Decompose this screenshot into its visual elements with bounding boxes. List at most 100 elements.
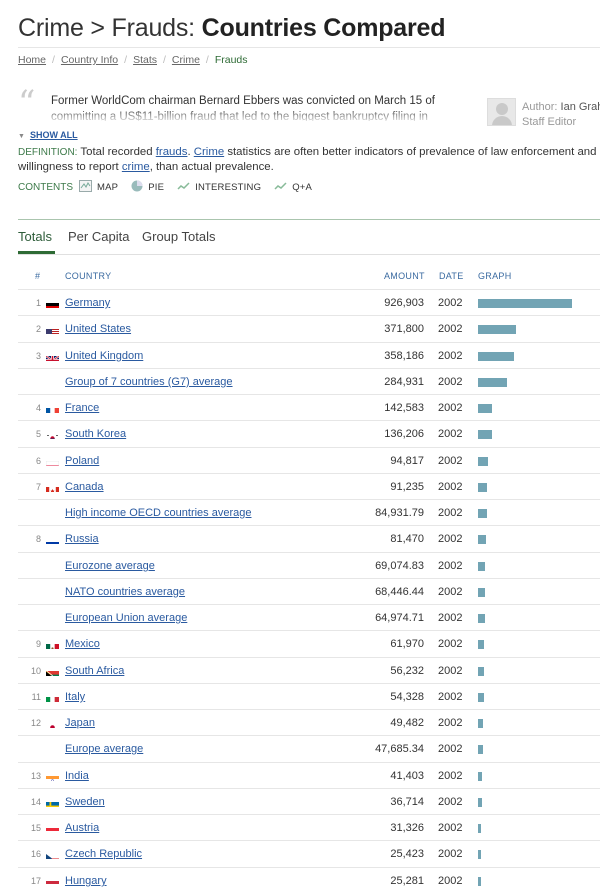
row-amount: 142,583 <box>384 402 424 414</box>
contents-nav: CONTENTS MAP PIE INTERESTING Q+A <box>18 180 325 195</box>
row-rank: 5 <box>35 429 41 439</box>
breadcrumb: Home / Country Info / Stats / Crime / Frauds <box>18 54 248 66</box>
frauds-link[interactable]: frauds <box>155 146 188 158</box>
row-graph-bar <box>478 745 483 754</box>
row-amount: 371,800 <box>384 323 424 335</box>
trend-icon <box>177 181 190 194</box>
row-graph-bar <box>478 404 492 413</box>
table-row: 11 Italy 54,328 2002 <box>18 683 600 709</box>
country-link[interactable]: Russia <box>65 533 99 545</box>
country-link[interactable]: Germany <box>65 297 111 309</box>
country-link[interactable]: Europe average <box>65 743 144 755</box>
crime-link[interactable]: Crime <box>193 146 225 158</box>
country-link[interactable]: Poland <box>65 455 100 467</box>
quote-fade <box>51 109 451 123</box>
country-link[interactable]: Canada <box>65 481 104 493</box>
breadcrumb-crime[interactable]: Crime <box>171 54 200 66</box>
column-header-amount[interactable]: AMOUNT <box>384 271 425 281</box>
quote-mark-icon: “ <box>18 83 36 123</box>
country-link[interactable]: India <box>65 770 89 782</box>
row-amount: 25,423 <box>390 848 424 860</box>
country-link[interactable]: European Union average <box>65 612 188 624</box>
breadcrumb-home[interactable]: Home <box>18 54 47 66</box>
row-rank: 7 <box>35 482 41 492</box>
table-row: 17 Hungary 25,281 2002 <box>18 867 600 893</box>
row-graph-bar <box>478 483 487 492</box>
country-link[interactable]: High income OECD countries average <box>65 507 252 519</box>
row-graph-bar <box>478 850 481 859</box>
country-link[interactable]: Austria <box>65 822 100 834</box>
tabs-top-divider <box>18 219 600 220</box>
country-link[interactable]: Italy <box>65 691 86 703</box>
tab-group-totals[interactable]: Group Totals <box>142 229 216 244</box>
country-link[interactable]: United Kingdom <box>65 350 144 362</box>
country-link[interactable]: South Africa <box>65 665 125 677</box>
table-row: 7 Canada 91,235 2002 <box>18 473 600 499</box>
row-amount: 69,074.83 <box>375 560 424 572</box>
country-link[interactable]: Czech Republic <box>65 848 143 860</box>
table-row: 13 India 41,403 2002 <box>18 762 600 788</box>
row-amount: 54,328 <box>390 691 424 703</box>
row-graph-bar <box>478 325 516 334</box>
crime-link-2[interactable]: crime <box>121 161 150 173</box>
contents-pie-link[interactable]: PIE <box>131 180 164 195</box>
country-link[interactable]: United States <box>65 323 132 335</box>
definition-label: DEFINITION: <box>18 147 78 158</box>
table-row: 14 Sweden 36,714 2002 <box>18 788 600 814</box>
definition-text: . <box>187 146 194 158</box>
qa-icon <box>274 181 287 194</box>
flag-india-icon <box>46 772 59 781</box>
row-graph-bar <box>478 457 488 466</box>
table-row: 1 Germany 926,903 2002 <box>18 289 600 315</box>
country-link[interactable]: France <box>65 402 100 414</box>
breadcrumb-separator: / <box>124 54 128 66</box>
country-link[interactable]: Japan <box>65 717 95 729</box>
flag-germany-icon <box>46 299 59 308</box>
definition-text: , than actual prevalence. <box>149 161 274 173</box>
row-rank: 6 <box>35 456 41 466</box>
country-link[interactable]: Eurozone average <box>65 560 155 572</box>
flag-hungary-icon <box>46 877 59 886</box>
author-name[interactable]: Ian Grah <box>560 101 600 113</box>
column-header-rank[interactable]: # <box>35 271 41 281</box>
title-divider <box>18 47 600 48</box>
row-amount: 81,470 <box>390 533 424 545</box>
contents-map-link[interactable]: MAP <box>79 180 118 195</box>
row-graph-bar <box>478 562 485 571</box>
flag-canada-icon <box>46 483 59 492</box>
contents-interesting-link[interactable]: INTERESTING <box>177 181 261 194</box>
contents-qa-link[interactable]: Q+A <box>274 181 312 194</box>
row-graph-bar <box>478 352 514 361</box>
row-date: 2002 <box>438 507 463 519</box>
breadcrumb-country-info[interactable]: Country Info <box>60 54 119 66</box>
table-row: Group of 7 countries (G7) average 284,931… <box>18 368 600 394</box>
author-avatar <box>487 98 516 126</box>
country-link[interactable]: Hungary <box>65 875 107 887</box>
row-amount: 926,903 <box>384 297 424 309</box>
row-date: 2002 <box>438 770 463 782</box>
row-date: 2002 <box>438 323 463 335</box>
row-date: 2002 <box>438 875 463 887</box>
row-graph-bar <box>478 509 487 518</box>
country-link[interactable]: Group of 7 countries (G7) average <box>65 376 233 388</box>
row-date: 2002 <box>438 481 463 493</box>
tab-per-capita[interactable]: Per Capita <box>68 229 130 244</box>
table-row: 16 Czech Republic 25,423 2002 <box>18 840 600 866</box>
breadcrumb-stats[interactable]: Stats <box>133 54 157 66</box>
flag-south-africa-icon <box>46 667 59 676</box>
tab-totals[interactable]: Totals <box>18 229 52 244</box>
column-header-country[interactable]: COUNTRY <box>65 271 112 281</box>
country-link[interactable]: Mexico <box>65 638 100 650</box>
contents-label: CONTENTS <box>18 182 73 193</box>
row-amount: 358,186 <box>384 350 424 362</box>
country-link[interactable]: South Korea <box>65 428 127 440</box>
table-row: 8 Russia 81,470 2002 <box>18 525 600 551</box>
row-date: 2002 <box>438 743 463 755</box>
country-link[interactable]: Sweden <box>65 796 105 808</box>
row-rank: 11 <box>31 692 41 702</box>
column-header-date[interactable]: DATE <box>439 271 464 281</box>
show-all-button[interactable]: ▼ SHOW ALL <box>18 130 78 140</box>
flag-czech-republic-icon <box>46 850 59 859</box>
row-graph-bar <box>478 824 481 833</box>
country-link[interactable]: NATO countries average <box>65 586 186 598</box>
